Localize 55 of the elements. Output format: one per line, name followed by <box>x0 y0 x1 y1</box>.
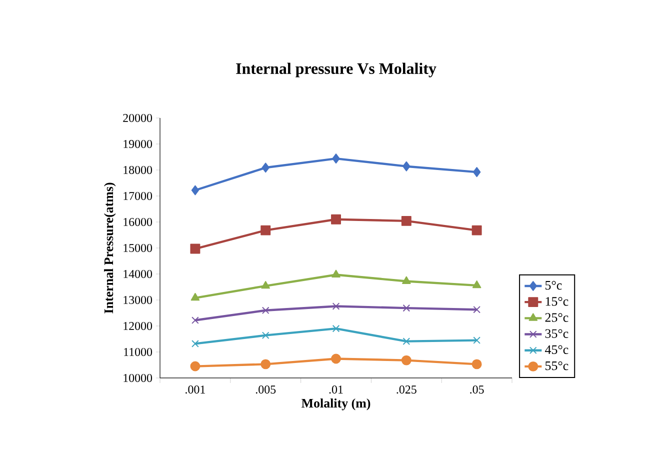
y-tick-label: 18000 <box>124 166 152 174</box>
y-tick-label: 17000 <box>124 192 152 200</box>
y-tick-label: 20000 <box>123 114 152 122</box>
legend-label: 45°c <box>544 345 568 354</box>
legend-label: 35°c <box>545 329 568 338</box>
legend-label: 15°c <box>546 297 568 306</box>
point <box>332 270 340 278</box>
legend-label: 55°c <box>545 361 568 370</box>
point <box>190 292 200 301</box>
point <box>260 359 271 370</box>
point <box>473 306 480 314</box>
point <box>472 225 482 236</box>
point <box>402 338 410 345</box>
point <box>262 162 270 173</box>
point <box>260 225 271 236</box>
y-tick-label: 13000 <box>124 296 152 304</box>
point <box>472 280 482 288</box>
point <box>331 354 341 364</box>
x-tick-label: .025 <box>396 386 416 394</box>
point <box>190 244 200 254</box>
point <box>192 340 199 348</box>
legend-label: 5°c <box>545 280 562 290</box>
point <box>402 161 410 172</box>
point <box>262 332 270 340</box>
point <box>473 336 480 344</box>
point <box>190 361 200 372</box>
y-tick-label: 11000 <box>124 348 152 356</box>
y-tick-label: 10000 <box>124 374 152 382</box>
y-tick-label: 15000 <box>124 244 152 252</box>
x-tick-label: .05 <box>470 386 484 394</box>
point <box>261 280 270 289</box>
legend-label: 25°c <box>545 313 568 322</box>
y-axis-title: Internal Pressure(atms) <box>104 182 116 314</box>
y-tick-label: 12000 <box>124 322 152 330</box>
point <box>192 316 199 324</box>
point <box>331 214 341 224</box>
point <box>191 185 200 196</box>
x-tick-label: .01 <box>329 386 343 394</box>
y-tick-label: 14000 <box>124 270 152 278</box>
chart-title: Internal pressure Vs Molality <box>236 62 436 78</box>
point <box>402 304 410 312</box>
point <box>332 324 340 332</box>
point <box>472 359 482 370</box>
point <box>402 276 411 284</box>
point <box>262 306 270 314</box>
point <box>472 167 481 178</box>
x-tick-label: .005 <box>256 386 276 394</box>
x-tick-label: .001 <box>186 386 205 394</box>
point <box>401 355 412 366</box>
y-tick-label: 16000 <box>124 218 152 226</box>
point <box>332 154 340 164</box>
point <box>401 216 412 226</box>
y-tick-label: 19000 <box>124 140 152 148</box>
x-axis-title: Molality (m) <box>302 398 370 410</box>
point <box>332 302 340 310</box>
